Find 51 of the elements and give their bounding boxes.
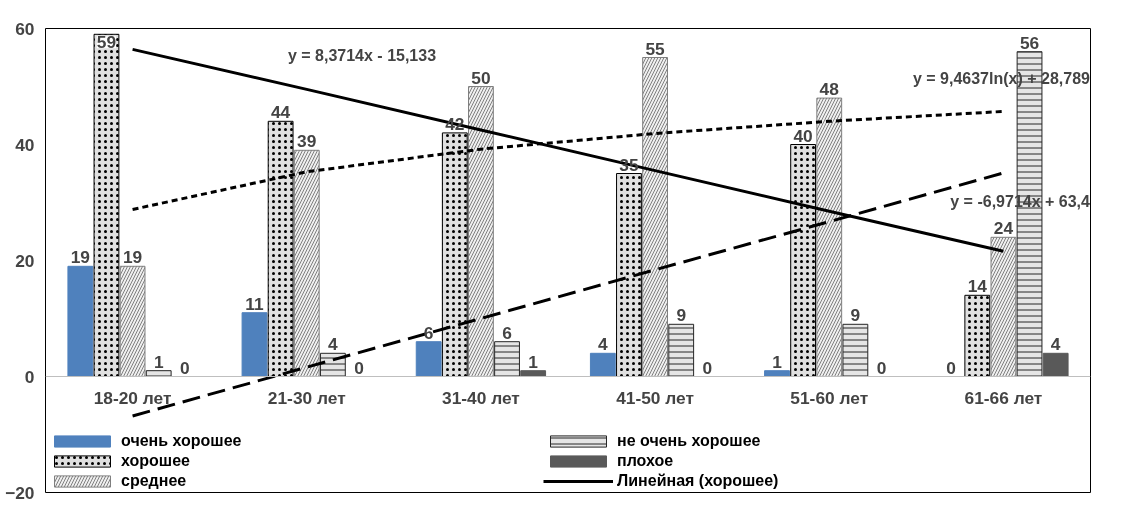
- data-label: 24: [993, 218, 1014, 239]
- data-label: 19: [70, 247, 90, 268]
- data-label: 59: [96, 32, 117, 53]
- x-tick-label: 51-60 лет: [790, 387, 869, 408]
- bar: [589, 352, 616, 377]
- data-label: 4: [598, 334, 609, 355]
- data-label: 1: [528, 351, 539, 372]
- data-label: 6: [423, 322, 434, 343]
- data-label: 56: [1019, 32, 1040, 53]
- data-label: 1: [772, 351, 783, 372]
- data-label: 9: [676, 305, 687, 326]
- bar: [1042, 352, 1069, 377]
- legend-label: очень хорошее: [121, 432, 243, 450]
- legend-label: среднее: [121, 472, 188, 490]
- data-label: 4: [1050, 334, 1061, 355]
- data-label: 1: [153, 351, 164, 372]
- data-label: 0: [876, 357, 887, 378]
- legend-label: не очень хорошее: [617, 432, 762, 450]
- data-label: 48: [819, 79, 840, 100]
- y-tick-label: 20: [15, 250, 35, 271]
- legend-label: Линейная (хорошее): [617, 472, 780, 490]
- data-label: 0: [702, 357, 713, 378]
- data-label: 0: [180, 357, 190, 378]
- x-tick-label: 61-66 лет: [964, 387, 1043, 408]
- data-label: 39: [297, 131, 317, 152]
- data-label: 11: [245, 293, 265, 314]
- data-label: 44: [270, 102, 291, 123]
- bar: [241, 312, 268, 377]
- data-label: 4: [328, 334, 339, 355]
- data-label: 50: [471, 67, 491, 88]
- y-tick-label: 40: [15, 134, 35, 155]
- bar: [67, 265, 94, 377]
- data-label: 14: [967, 276, 988, 297]
- data-label: 0: [946, 357, 956, 378]
- bar: [415, 341, 442, 377]
- data-label: 9: [850, 305, 861, 326]
- data-label: 55: [645, 38, 666, 59]
- x-tick-label: 18-20 лет: [93, 387, 172, 408]
- x-tick-label: 31-40 лет: [442, 387, 520, 408]
- data-label: 40: [793, 125, 813, 146]
- data-label: 0: [354, 357, 364, 378]
- x-tick-label: 21-30 лет: [267, 387, 346, 408]
- y-tick-label: 0: [24, 366, 35, 387]
- data-label: 6: [502, 322, 513, 343]
- data-label: 19: [122, 247, 143, 268]
- legend-label: хорошее: [121, 452, 191, 470]
- y-tick-label: 60: [15, 18, 35, 39]
- y-tick-label: −20: [5, 482, 35, 503]
- x-tick-label: 41-50 лет: [616, 387, 694, 408]
- legend-label: плохое: [617, 452, 675, 470]
- annotation: y = 8,3714x - 15,133: [287, 46, 437, 64]
